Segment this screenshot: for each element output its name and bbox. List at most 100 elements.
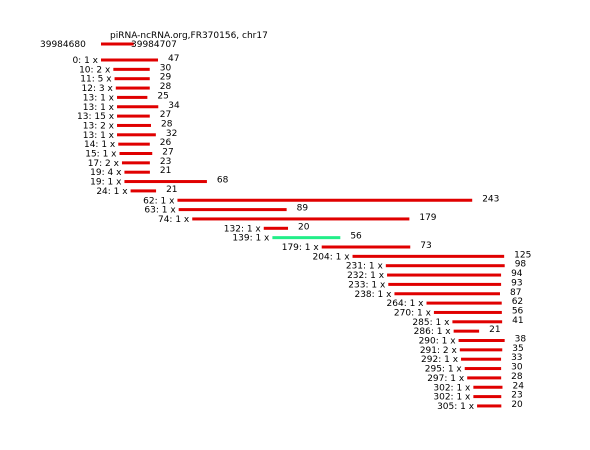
read-length: 21 <box>160 166 171 176</box>
read-length: 179 <box>419 213 436 223</box>
read-label: 62: 1 x <box>143 196 175 206</box>
read-label: 139: 1 x <box>232 234 270 244</box>
read-label: 13: 2 x <box>83 121 115 131</box>
read-bar <box>124 170 150 174</box>
read-label: 11: 5 x <box>80 75 112 85</box>
read-length: 28 <box>511 372 523 382</box>
read-label: 132: 1 x <box>224 224 262 234</box>
read-length: 68 <box>217 176 229 186</box>
read-label: 19: 4 x <box>90 168 122 178</box>
read-length: 30 <box>160 63 172 73</box>
read-label: 63: 1 x <box>144 206 176 216</box>
read-bar <box>117 123 151 127</box>
read-bar <box>461 357 502 361</box>
range-end-coordinate: 39984707 <box>131 40 177 50</box>
read-bar-highlighted <box>272 236 341 240</box>
read-length: 41 <box>512 316 523 326</box>
read-bar <box>426 301 502 305</box>
read-length: 21 <box>166 185 177 195</box>
read-bar <box>117 114 150 118</box>
read-bar <box>433 310 502 314</box>
read-label: 179: 1 x <box>282 243 320 253</box>
read-length: 20 <box>298 222 310 232</box>
read-label: 13: 1 x <box>83 131 115 141</box>
read-bar <box>117 95 148 99</box>
read-length: 87 <box>510 288 521 298</box>
read-label: 14: 1 x <box>84 140 116 150</box>
read-label: 13: 1 x <box>83 93 115 103</box>
read-bar <box>321 245 411 249</box>
read-length: 27 <box>160 110 171 120</box>
read-label: 291: 2 x <box>420 346 458 356</box>
diagram-title: piRNA-ncRNA.org,FR370156, chr17 <box>110 31 268 41</box>
read-length: 73 <box>420 241 431 251</box>
read-length: 94 <box>511 269 523 279</box>
read-label: 290: 1 x <box>419 337 457 347</box>
read-bar <box>473 385 503 389</box>
read-length: 47 <box>168 54 179 64</box>
read-label: 74: 1 x <box>158 215 190 225</box>
read-length: 98 <box>515 260 527 270</box>
read-label: 231: 1 x <box>346 262 384 272</box>
read-bar <box>452 320 503 324</box>
read-bar <box>101 58 159 62</box>
read-bar <box>467 376 502 380</box>
read-length: 56 <box>350 232 362 242</box>
read-label: 15: 1 x <box>85 150 117 160</box>
read-length: 21 <box>489 325 500 335</box>
read-label: 305: 1 x <box>437 402 475 412</box>
read-bar <box>458 339 505 342</box>
read-length: 93 <box>511 278 522 288</box>
read-length: 125 <box>514 250 531 260</box>
read-bar <box>119 152 153 155</box>
read-length: 38 <box>515 335 527 345</box>
read-label: 286: 1 x <box>414 327 452 337</box>
read-length: 28 <box>161 119 173 129</box>
read-bar <box>115 86 150 90</box>
read-label: 297: 1 x <box>427 374 465 384</box>
read-bar <box>178 208 287 212</box>
read-length: 89 <box>297 204 309 214</box>
read-length: 20 <box>511 400 523 410</box>
read-length: 23 <box>160 157 171 167</box>
read-label: 19: 1 x <box>90 178 122 188</box>
read-bar <box>121 161 150 165</box>
read-length: 33 <box>511 353 522 363</box>
read-label: 270: 1 x <box>394 308 432 318</box>
read-bar <box>464 367 502 371</box>
range-bar <box>101 42 134 46</box>
read-label: 238: 1 x <box>354 290 392 300</box>
read-label: 295: 1 x <box>425 365 463 375</box>
read-length: 56 <box>512 306 524 316</box>
read-bar <box>117 133 156 137</box>
read-length: 62 <box>512 297 523 307</box>
read-bar <box>130 189 157 193</box>
read-length: 27 <box>162 148 173 158</box>
read-length: 29 <box>160 73 172 83</box>
read-bar <box>177 198 473 202</box>
range-start-coordinate: 39984680 <box>40 40 86 50</box>
read-bar <box>192 217 410 221</box>
read-bar <box>263 226 289 230</box>
read-label: 204: 1 x <box>313 252 351 262</box>
read-label: 302: 1 x <box>433 393 471 403</box>
read-label: 10: 2 x <box>79 65 111 75</box>
read-length: 32 <box>166 129 177 139</box>
read-bar <box>114 77 150 81</box>
read-length: 34 <box>168 101 180 111</box>
read-bar <box>459 348 503 352</box>
read-list: 0: 1 x 47 10: 2 x 30 11: 5 x 29 12: 3 x 28 13: 1… <box>72 54 531 412</box>
read-bar <box>385 264 505 268</box>
read-bar <box>352 254 505 258</box>
read-label: 285: 1 x <box>412 318 450 328</box>
read-bar <box>387 273 502 277</box>
read-bar <box>473 395 502 399</box>
read-length: 26 <box>160 138 172 148</box>
read-label: 232: 1 x <box>347 271 385 281</box>
read-label: 17: 2 x <box>88 159 120 169</box>
read-bar <box>124 180 207 184</box>
read-length: 24 <box>512 381 524 391</box>
read-bar <box>113 67 150 71</box>
read-label: 292: 1 x <box>421 355 459 365</box>
